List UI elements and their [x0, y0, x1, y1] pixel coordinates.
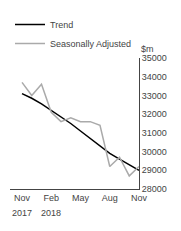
- svg-text:35000: 35000: [142, 53, 167, 63]
- svg-text:Nov: Nov: [131, 193, 148, 203]
- svg-text:32000: 32000: [142, 109, 167, 119]
- svg-text:29000: 29000: [142, 165, 167, 175]
- svg-text:Aug: Aug: [102, 193, 118, 203]
- svg-text:31000: 31000: [142, 128, 167, 138]
- svg-text:2018: 2018: [41, 208, 61, 218]
- svg-text:$m: $m: [141, 44, 154, 54]
- svg-text:30000: 30000: [142, 147, 167, 157]
- svg-text:33000: 33000: [142, 91, 167, 101]
- svg-text:Feb: Feb: [43, 193, 59, 203]
- svg-text:Nov: Nov: [14, 193, 31, 203]
- svg-text:Seasonally Adjusted: Seasonally Adjusted: [50, 39, 131, 49]
- svg-text:2017: 2017: [12, 208, 32, 218]
- svg-text:28000: 28000: [142, 184, 167, 194]
- svg-text:34000: 34000: [142, 72, 167, 82]
- svg-text:Trend: Trend: [50, 20, 73, 30]
- svg-text:May: May: [72, 193, 90, 203]
